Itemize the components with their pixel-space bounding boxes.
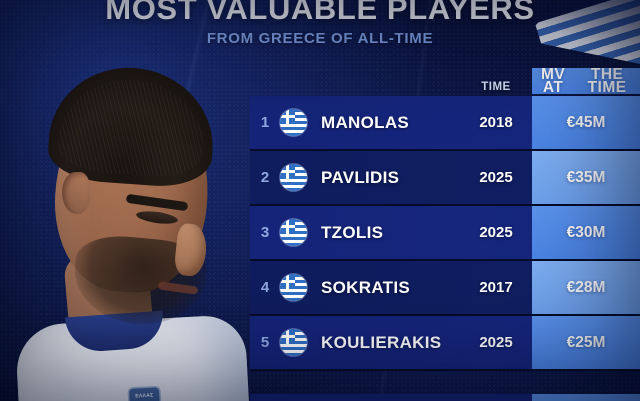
greece-flag-icon	[280, 274, 307, 301]
row-player-name: KOULIERAKIS	[321, 332, 442, 352]
column-header-time: TIME	[481, 81, 511, 93]
row-time: 2025	[479, 334, 513, 351]
peek-left	[250, 394, 532, 401]
row-time: 2025	[479, 224, 513, 241]
page-title: MOST VALUABLE PLAYERS	[105, 0, 535, 26]
ranking-table: 1 MANOLAS 2018 €45M 2 PAVLIDIS 2025 €35M 3 TZOLIS…	[250, 96, 640, 371]
table-row[interactable]: 1 MANOLAS 2018 €45M	[250, 96, 640, 151]
photo-ear	[62, 172, 90, 214]
photo-hair	[46, 62, 218, 190]
flag-cross	[280, 329, 295, 344]
crest-label: ΕΛΛΑΣ	[135, 392, 154, 400]
row-market-value: €35M	[532, 151, 640, 204]
row-market-value: €45M	[532, 96, 640, 149]
row-time: 2017	[479, 279, 513, 296]
row-market-value: €28M	[532, 261, 640, 314]
peek-mv	[532, 394, 640, 401]
table-row[interactable]: 2 PAVLIDIS 2025 €35M	[250, 151, 640, 206]
table-column-headers: TIME MV AT THE TIME	[250, 56, 640, 96]
table-row[interactable]: 5 KOULIERAKIS 2025 €25M	[250, 316, 640, 371]
row-player-name: MANOLAS	[321, 112, 410, 132]
page-subtitle: FROM GREECE OF ALL-TIME	[206, 30, 434, 47]
row-market-value: €25M	[532, 316, 640, 369]
row-time: 2018	[479, 114, 513, 131]
flag-cross	[280, 274, 295, 289]
jersey-crest-icon: ΕΛΛΑΣ	[128, 387, 162, 401]
column-header-mv-line1: MV AT	[540, 66, 566, 96]
row-rank: 2	[260, 169, 270, 186]
flag-cross	[280, 109, 295, 124]
greece-flag-icon	[280, 109, 307, 136]
row-market-value: €30M	[532, 206, 640, 259]
row-player-name: PAVLIDIS	[321, 167, 400, 187]
column-header-mv-line2: THE TIME	[587, 66, 627, 96]
row-time: 2025	[479, 169, 513, 186]
greece-flag-icon	[280, 219, 307, 246]
table-row[interactable]: 4 SOKRATIS 2017 €28M	[250, 261, 640, 316]
row-rank: 5	[260, 334, 270, 351]
row-player-name: SOKRATIS	[321, 277, 410, 297]
table-row[interactable]: 3 TZOLIS 2025 €30M	[250, 206, 640, 261]
table-next-row-peek	[250, 394, 640, 401]
player-photo: ΕΛΛΑΣ	[8, 52, 256, 401]
greece-flag-icon	[280, 329, 307, 356]
row-rank: 3	[260, 224, 270, 241]
row-rank: 1	[260, 114, 270, 131]
greece-flag-icon	[280, 164, 307, 191]
flag-cross	[280, 219, 295, 234]
row-player-name: TZOLIS	[321, 222, 384, 242]
flag-cross	[280, 164, 295, 179]
row-rank: 4	[260, 279, 270, 296]
column-header-mv: MV AT THE TIME	[532, 66, 640, 96]
